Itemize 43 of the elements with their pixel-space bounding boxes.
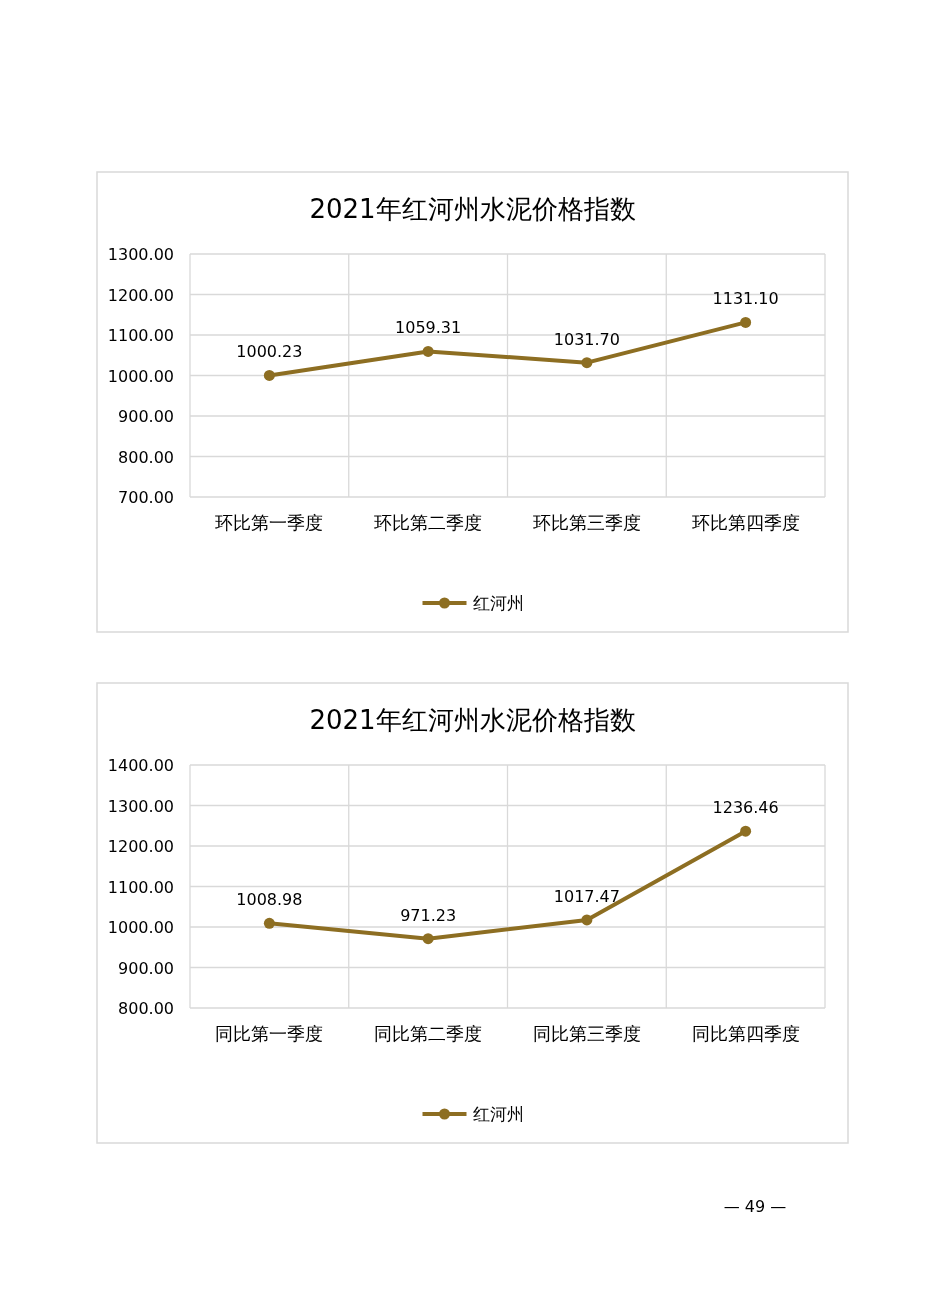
text: — 49 —: [723, 1197, 787, 1216]
y-tick-label: 700.00: [118, 488, 174, 507]
data-label: 1031.70: [553, 329, 620, 349]
point: [581, 357, 593, 369]
y-tick-label: 1200.00: [107, 837, 174, 856]
data-label: 1131.10: [712, 289, 779, 309]
point: [422, 345, 434, 357]
x-tick-label: 同比第三季度: [532, 1023, 641, 1044]
y-tick-label: 800.00: [118, 999, 174, 1018]
point: [422, 933, 434, 945]
data-label: 1017.47: [553, 886, 620, 906]
point: [740, 825, 752, 837]
x-tick-label: 环比第三季度: [532, 512, 641, 533]
data-label: 1008.98: [236, 890, 303, 910]
legend-label: 红河州: [472, 1104, 524, 1124]
point: [581, 914, 593, 926]
chart-title: 2021年红河州水泥价格指数: [309, 194, 636, 224]
x-tick-label: 环比第一季度: [215, 512, 324, 533]
x-tick-label: 环比第四季度: [691, 512, 800, 533]
y-tick-label: 1400.00: [107, 756, 174, 775]
data-label: 1000.23: [236, 342, 303, 362]
y-tick-label: 1100.00: [107, 877, 174, 897]
x-tick-label: 同比第二季度: [374, 1023, 483, 1044]
legend-label: 红河州: [472, 593, 524, 613]
y-tick-label: 1000.00: [107, 918, 174, 937]
y-tick-label: 1300.00: [107, 245, 174, 264]
y-tick-label: 1100.00: [107, 326, 174, 345]
chart-title: 2021年红河州水泥价格指数: [309, 705, 636, 735]
data-label: 1059.31: [395, 318, 462, 338]
y-tick-label: 900.00: [118, 958, 174, 978]
y-tick-label: 1200.00: [107, 285, 174, 305]
data-label: 971.23: [400, 905, 457, 925]
x-tick-label: 同比第四季度: [691, 1023, 800, 1044]
x-tick-label: 同比第一季度: [215, 1023, 324, 1044]
x-tick-label: 环比第二季度: [374, 512, 483, 533]
point: [263, 917, 275, 929]
data-label: 1236.46: [712, 798, 779, 818]
point: [740, 316, 752, 328]
y-tick-label: 900.00: [118, 407, 174, 426]
point: [263, 369, 275, 381]
y-tick-label: 800.00: [118, 447, 174, 467]
y-tick-label: 1000.00: [107, 366, 174, 386]
y-tick-label: 1300.00: [107, 796, 174, 816]
